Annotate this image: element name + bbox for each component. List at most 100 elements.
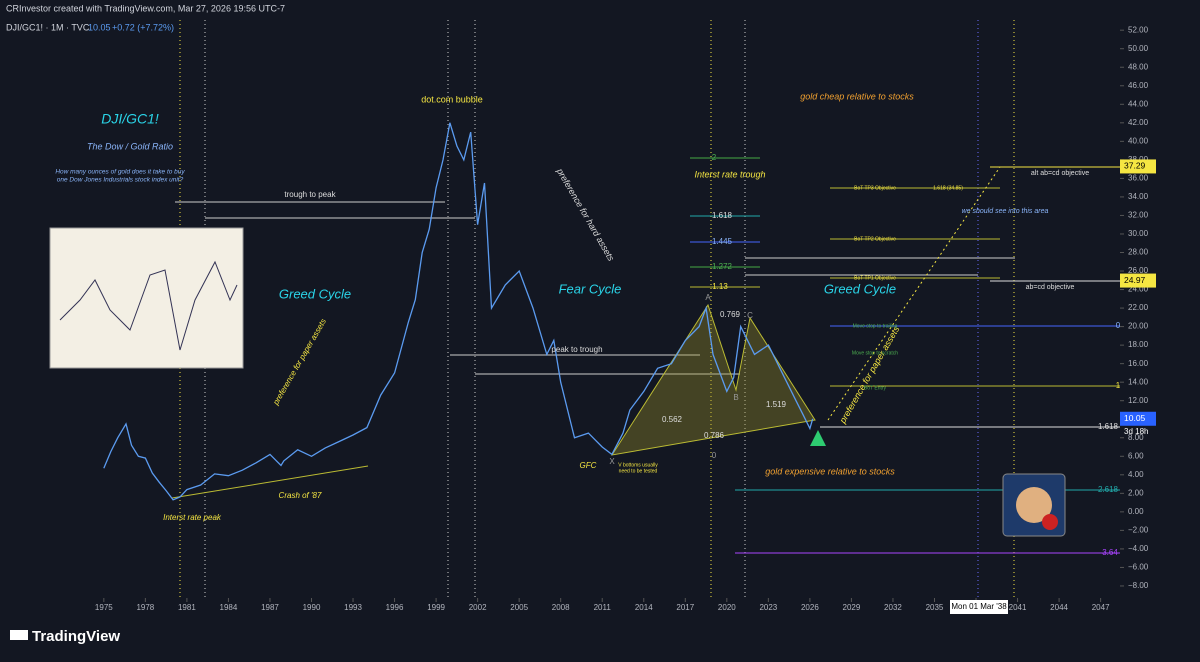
last-price: 10.05 xyxy=(88,22,111,32)
x-tick-label: 1987 xyxy=(261,603,279,612)
annotation: 1.519 xyxy=(766,400,787,409)
x-tick-label: 1990 xyxy=(303,603,321,612)
x-tick-label: 2008 xyxy=(552,603,570,612)
x-tick-label: 2029 xyxy=(843,603,861,612)
x-tick-label: 1996 xyxy=(386,603,404,612)
y-tick-label: 44.00 xyxy=(1128,99,1149,108)
annotation: dot.com bubble xyxy=(421,94,483,104)
credit: CRInvestor created with TradingView.com,… xyxy=(6,3,285,13)
x-tick-label: 2047 xyxy=(1092,603,1110,612)
annotation: ab=cd objective xyxy=(1026,284,1075,291)
annotation: Crash of '87 xyxy=(279,491,322,500)
y-tick-label: 0.00 xyxy=(1128,507,1144,516)
y-tick-label: 4.00 xyxy=(1128,470,1144,479)
y-tick-label: 8.00 xyxy=(1128,433,1144,442)
annotation: X xyxy=(609,457,615,466)
y-tick-label: 50.00 xyxy=(1128,44,1149,53)
annotation: 0.562 xyxy=(662,415,683,424)
annotation: 0.786 xyxy=(704,431,725,440)
inset-line xyxy=(59,260,238,351)
price-label-bg xyxy=(1120,159,1156,174)
arrow-up xyxy=(810,430,826,446)
trend-line xyxy=(171,465,369,499)
y-tick-label: 12.00 xyxy=(1128,396,1149,405)
x-tick-label: 2032 xyxy=(884,603,902,612)
x-tick-label: 2005 xyxy=(510,603,528,612)
annotation: B xyxy=(733,393,738,402)
annotation: gold expensive relative to stocks xyxy=(765,466,895,476)
annotation: 2 xyxy=(712,153,717,162)
symbol: DJI/GC1! · 1M · TVC xyxy=(6,22,90,32)
price-label: 37.29 xyxy=(1124,161,1146,171)
x-tick-label: 2002 xyxy=(469,603,487,612)
countdown: 3d 18h xyxy=(1124,427,1148,436)
annotation: we should see into this area xyxy=(962,208,1049,215)
inset xyxy=(49,227,244,369)
inset-image xyxy=(49,227,244,369)
annotation: need to be tested xyxy=(619,468,658,474)
annotation: Fear Cycle xyxy=(559,281,622,296)
y-tick-label: 18.00 xyxy=(1128,340,1149,349)
x-tick-label: 2020 xyxy=(718,603,736,612)
projection-line xyxy=(827,166,1001,421)
price-label: 10.05 xyxy=(1124,413,1146,423)
y-tick-label: 46.00 xyxy=(1128,81,1149,90)
annotation: gold cheap relative to stocks xyxy=(800,91,914,101)
annotation: peak to trough xyxy=(551,345,602,354)
x-tick-label: 2026 xyxy=(801,603,819,612)
annotation: 1 xyxy=(1116,381,1121,390)
annotation: 1.445 xyxy=(712,237,733,246)
crosshair-label: Mon 01 Mar '38 xyxy=(951,602,1007,611)
y-tick-label: 26.00 xyxy=(1128,266,1149,275)
x-tick-label: 1984 xyxy=(220,603,238,612)
y-tick-label: 20.00 xyxy=(1128,322,1149,331)
annotation: GFC xyxy=(580,461,597,470)
annotation: C xyxy=(747,311,753,320)
annotation: 1.272 xyxy=(712,262,733,271)
y-tick-label: −6.00 xyxy=(1128,563,1149,572)
annotation: BoT TP1 Objective xyxy=(854,275,896,281)
y-tick-label: 52.00 xyxy=(1128,25,1149,34)
annotation: 1.618 xyxy=(712,211,733,220)
price-label: 24.97 xyxy=(1124,275,1146,285)
annotation: trough to peak xyxy=(284,190,336,199)
y-tick-label: 32.00 xyxy=(1128,211,1149,220)
y-tick-label: 6.00 xyxy=(1128,451,1144,460)
y-tick-label: 28.00 xyxy=(1128,248,1149,257)
x-tick-label: 2023 xyxy=(759,603,777,612)
x-tick-label: 2017 xyxy=(676,603,694,612)
avatar xyxy=(1002,473,1066,537)
y-tick-label: 48.00 xyxy=(1128,62,1149,71)
y-tick-label: 40.00 xyxy=(1128,136,1149,145)
annotation: A xyxy=(705,293,711,302)
y-tick-label: −4.00 xyxy=(1128,544,1149,553)
annotation: How many ounces of gold does it take to … xyxy=(55,169,185,176)
logo xyxy=(10,630,28,640)
annotation: 0 xyxy=(1116,321,1121,330)
annotation: 3.64 xyxy=(1102,548,1118,557)
price-label-bg xyxy=(1120,273,1156,288)
x-tick-label: 2011 xyxy=(594,603,612,612)
harmonic-pattern xyxy=(610,303,816,456)
annotation: BoT TP3 Objective xyxy=(854,185,896,191)
y-tick-label: 24.00 xyxy=(1128,285,1149,294)
y-tick-label: −2.00 xyxy=(1128,525,1149,534)
y-tick-label: 30.00 xyxy=(1128,229,1149,238)
y-tick-label: 2.00 xyxy=(1128,488,1144,497)
annotation: BoT Entry xyxy=(864,385,887,391)
x-tick-label: 2035 xyxy=(926,603,944,612)
x-tick-label: 1978 xyxy=(136,603,154,612)
annotation: DJI/GC1! xyxy=(101,111,159,127)
annotation: 1.13 xyxy=(712,282,728,291)
price-label-bg xyxy=(1120,411,1156,426)
x-tick-label: 1999 xyxy=(427,603,445,612)
x-tick-label: 2014 xyxy=(635,603,653,612)
annotation: Interst rate trough xyxy=(694,169,765,179)
x-tick-label: 1975 xyxy=(95,603,113,612)
y-tick-label: 36.00 xyxy=(1128,174,1149,183)
annotation: Greed Cycle xyxy=(824,281,896,296)
y-tick-label: 42.00 xyxy=(1128,118,1149,127)
annotation: 0 xyxy=(712,451,717,460)
